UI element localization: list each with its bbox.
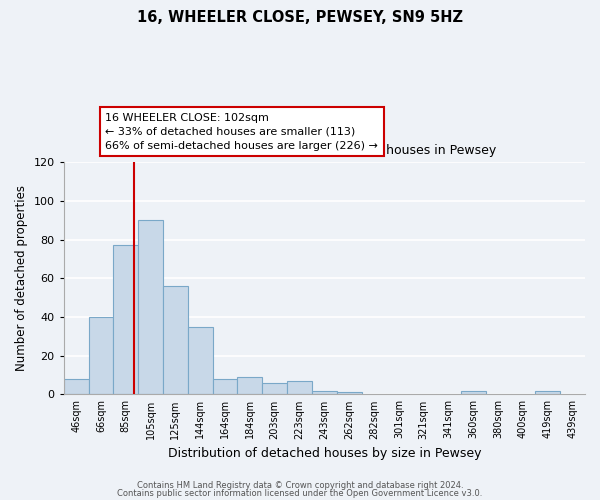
Bar [188, 326, 212, 394]
Bar [138, 220, 163, 394]
Bar [238, 377, 262, 394]
Bar [287, 381, 312, 394]
Bar [89, 317, 113, 394]
X-axis label: Distribution of detached houses by size in Pewsey: Distribution of detached houses by size … [167, 447, 481, 460]
Bar [212, 379, 238, 394]
Bar [461, 390, 486, 394]
Bar [262, 383, 287, 394]
Y-axis label: Number of detached properties: Number of detached properties [15, 186, 28, 372]
Text: Contains HM Land Registry data © Crown copyright and database right 2024.: Contains HM Land Registry data © Crown c… [137, 481, 463, 490]
Bar [312, 390, 337, 394]
Bar [113, 246, 138, 394]
Text: Contains public sector information licensed under the Open Government Licence v3: Contains public sector information licen… [118, 488, 482, 498]
Title: Size of property relative to detached houses in Pewsey: Size of property relative to detached ho… [152, 144, 496, 157]
Text: 16 WHEELER CLOSE: 102sqm
← 33% of detached houses are smaller (113)
66% of semi-: 16 WHEELER CLOSE: 102sqm ← 33% of detach… [106, 112, 378, 150]
Bar [535, 390, 560, 394]
Bar [337, 392, 362, 394]
Bar [64, 379, 89, 394]
Bar [163, 286, 188, 395]
Text: 16, WHEELER CLOSE, PEWSEY, SN9 5HZ: 16, WHEELER CLOSE, PEWSEY, SN9 5HZ [137, 10, 463, 25]
